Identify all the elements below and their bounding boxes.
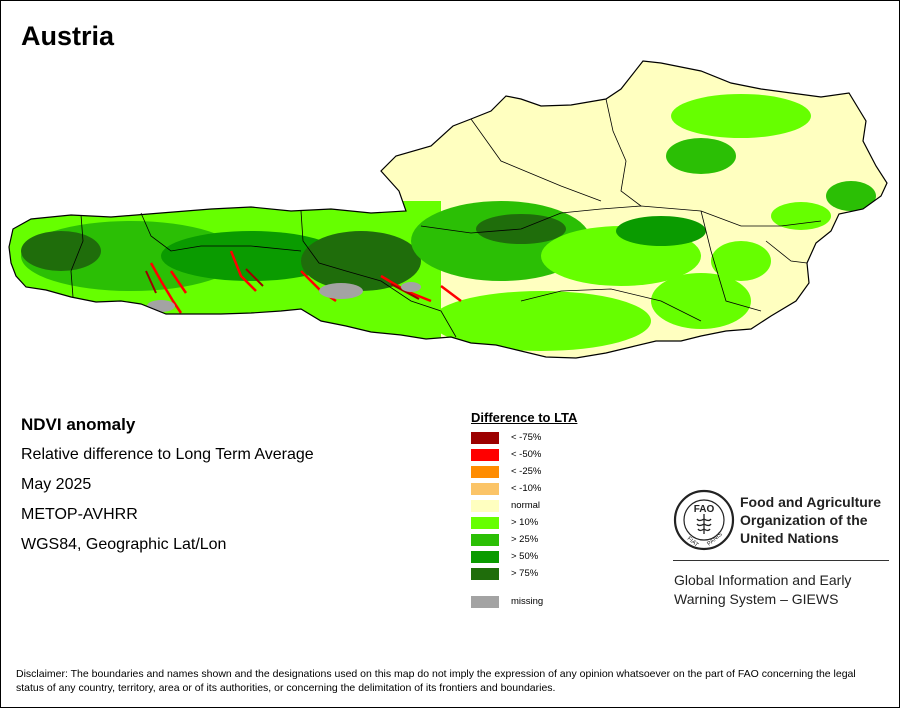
legend-item: normal xyxy=(471,497,577,514)
motto-right: PANIS xyxy=(706,532,723,548)
legend-item: < -50% xyxy=(471,446,577,463)
legend-swatch xyxy=(471,499,499,512)
legend-label: > 75% xyxy=(511,568,539,579)
disclaimer: Disclaimer: The boundaries and names sho… xyxy=(16,668,856,694)
legend-label: < -50% xyxy=(511,449,542,460)
upper-austria-area xyxy=(381,106,661,196)
missing-area xyxy=(319,283,363,299)
legend-label: < -75% xyxy=(511,432,542,443)
country-outline xyxy=(8,60,888,359)
central-alps-area xyxy=(301,231,421,291)
indicator-title: NDVI anomaly xyxy=(21,415,136,434)
legend-label: normal xyxy=(511,500,541,511)
sensor-label: METOP-AVHRR xyxy=(21,506,138,523)
legend-item: < -25% xyxy=(471,463,577,480)
legend-label: missing xyxy=(511,596,544,607)
east-styria-area xyxy=(711,241,771,281)
giews-line: Global Information and Early xyxy=(674,572,852,588)
map-title: Austria xyxy=(21,21,115,51)
projection-label: WGS84, Geographic Lat/Lon xyxy=(21,536,227,553)
strong-negative-area xyxy=(145,268,420,300)
legend-swatch xyxy=(471,533,499,546)
tyrol-area xyxy=(161,231,341,281)
province-boundaries xyxy=(70,98,822,338)
legend-item: > 75% xyxy=(471,565,577,582)
fao-name: Food and Agriculture Organization of the… xyxy=(740,493,881,547)
legend-swatch xyxy=(471,595,499,608)
legend-item: > 25% xyxy=(471,531,577,548)
southeast-area xyxy=(651,273,751,329)
legend-label: < -25% xyxy=(511,466,542,477)
legend-swatch xyxy=(471,516,499,529)
neusiedl-area xyxy=(826,181,876,211)
emblem-text: FAO xyxy=(694,504,715,515)
austria-map xyxy=(8,60,888,359)
legend-label: > 25% xyxy=(511,534,539,545)
north-patch-area xyxy=(666,138,736,174)
legend-swatch xyxy=(471,482,499,495)
vorarlberg-area xyxy=(21,231,101,271)
legend-swatch xyxy=(471,567,499,580)
legend-item: < -10% xyxy=(471,480,577,497)
giews-line: Warning System – GIEWS xyxy=(674,591,839,607)
legend-item: > 50% xyxy=(471,548,577,565)
waldviertel-area xyxy=(671,94,811,138)
legend-label: > 50% xyxy=(511,551,539,562)
legend-swatch xyxy=(471,550,499,563)
legend-swatch xyxy=(471,448,499,461)
missing-area xyxy=(401,282,421,292)
legend-swatch xyxy=(471,431,499,444)
period-label: May 2025 xyxy=(21,476,92,493)
fao-name-line: United Nations xyxy=(740,530,839,546)
legend: Difference to LTA < -75% < -50% < -25% < -1… xyxy=(471,410,577,610)
indicator-description: Relative difference to Long Term Average xyxy=(21,446,314,463)
legend-label: < -10% xyxy=(511,483,542,494)
logo-divider xyxy=(673,560,889,561)
legend-title: Difference to LTA xyxy=(471,410,578,425)
legend-item-missing: missing xyxy=(471,593,577,610)
fao-name-line: Organization of the xyxy=(740,512,868,528)
legend-swatch xyxy=(471,465,499,478)
missing-area xyxy=(147,300,175,312)
carinthia-area xyxy=(431,291,651,351)
fao-emblem-icon: FAO FIAT PANIS xyxy=(673,489,735,551)
giews-label: Global Information and Early Warning Sys… xyxy=(674,571,851,609)
fao-name-line: Food and Agriculture xyxy=(740,494,882,510)
legend-label: > 10% xyxy=(511,517,539,528)
vienna-basin-area xyxy=(771,202,831,230)
map-info: NDVI anomaly Relative difference to Long… xyxy=(21,413,314,563)
legend-items: < -75% < -50% < -25% < -10% normal > 10% > 25%… xyxy=(471,429,577,582)
legend-item: > 10% xyxy=(471,514,577,531)
legend-item: < -75% xyxy=(471,429,577,446)
styria-north-area xyxy=(616,216,706,246)
